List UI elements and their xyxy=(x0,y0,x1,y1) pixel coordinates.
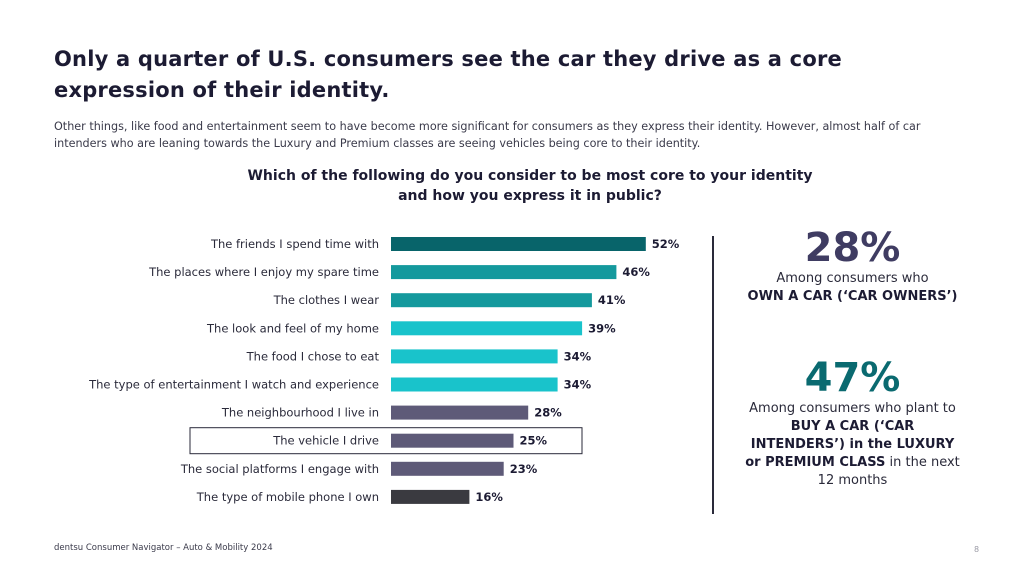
chart-question: Which of the following do you consider t… xyxy=(200,166,860,206)
stat-car-intenders-desc-plain: Among consumers who plant to xyxy=(749,401,956,416)
category-label: The food I chose to eat xyxy=(246,349,380,363)
stat-car-owners-desc-plain: Among consumers who xyxy=(776,271,929,286)
bar xyxy=(391,349,558,364)
stat-car-owners-desc-bold: OWN A CAR (‘CAR OWNERS’) xyxy=(747,289,958,304)
bar xyxy=(391,405,529,420)
data-label: 25% xyxy=(520,434,548,448)
category-label: The neighbourhood I live in xyxy=(221,406,379,420)
data-label: 46% xyxy=(622,265,650,279)
category-label: The look and feel of my home xyxy=(206,321,379,335)
data-label: 39% xyxy=(588,321,616,335)
stat-car-intenders-desc-bold: BUY A CAR (‘CAR INTENDERS’) in the LUXUR… xyxy=(745,419,955,470)
category-label: The social platforms I engage with xyxy=(180,462,379,476)
bar xyxy=(391,293,592,308)
footer-source: dentsu Consumer Navigator – Auto & Mobil… xyxy=(54,543,273,553)
page-number: 8 xyxy=(974,545,980,554)
bar-chart: The friends I spend time with 52% The plac… xyxy=(88,237,680,504)
stat-car-intenders-desc-after: in the next 12 months xyxy=(817,455,960,488)
data-label: 34% xyxy=(564,349,592,363)
data-label: 52% xyxy=(652,237,680,251)
bar xyxy=(391,321,583,336)
highlight-box xyxy=(189,427,583,455)
stat-car-intenders: 47% Among consumers who plant to BUY A C… xyxy=(745,356,960,490)
category-label: The type of entertainment I watch and ex… xyxy=(88,378,379,392)
vertical-divider xyxy=(712,236,714,514)
category-label: The vehicle I drive xyxy=(272,434,379,448)
data-label: 16% xyxy=(475,490,503,504)
bar xyxy=(391,433,514,448)
stat-car-owners: 28% Among consumers who OWN A CAR (‘CAR … xyxy=(745,226,960,306)
bar xyxy=(391,489,470,504)
bar xyxy=(391,461,504,476)
data-label: 41% xyxy=(598,293,626,307)
data-label: 28% xyxy=(534,406,562,420)
page-title: Only a quarter of U.S. consumers see the… xyxy=(54,47,842,102)
category-label: The friends I spend time with xyxy=(210,237,379,251)
page-subtitle: Other things, like food and entertainmen… xyxy=(54,120,921,150)
category-label: The type of mobile phone I own xyxy=(196,490,379,504)
stat-car-intenders-desc: Among consumers who plant to BUY A CAR (… xyxy=(745,400,960,490)
data-label: 34% xyxy=(564,378,592,392)
chart-question-line-1: Which of the following do you consider t… xyxy=(247,168,813,184)
category-label: The places where I enjoy my spare time xyxy=(148,265,379,279)
data-label: 23% xyxy=(510,462,538,476)
stat-car-owners-value: 28% xyxy=(804,225,901,271)
bar xyxy=(391,265,617,280)
stat-car-intenders-value: 47% xyxy=(804,355,901,401)
category-label: The clothes I wear xyxy=(273,293,380,307)
bar xyxy=(391,237,646,251)
stat-car-owners-desc: Among consumers who OWN A CAR (‘CAR OWNE… xyxy=(745,270,960,306)
bar xyxy=(391,377,558,392)
chart-question-line-2: and how you express it in public? xyxy=(398,188,662,204)
